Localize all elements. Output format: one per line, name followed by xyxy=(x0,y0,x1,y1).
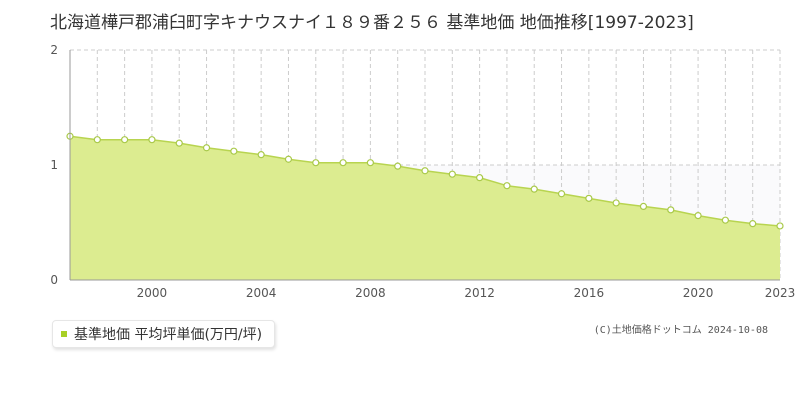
series-area xyxy=(70,136,780,280)
data-point xyxy=(394,162,402,170)
data-point xyxy=(339,159,347,167)
data-point xyxy=(476,174,484,182)
data-point xyxy=(175,139,183,147)
x-tick-label: 2004 xyxy=(246,286,277,300)
data-point xyxy=(312,159,320,167)
x-tick-label: 2012 xyxy=(464,286,495,300)
data-point xyxy=(257,151,265,159)
y-tick-label: 1 xyxy=(50,158,58,172)
data-point xyxy=(694,212,702,220)
data-point xyxy=(639,202,648,210)
credit-text: (C)土地価格ドットコム 2024-10-08 xyxy=(593,325,768,336)
data-point xyxy=(585,194,593,202)
data-point xyxy=(503,182,511,190)
data-point xyxy=(230,147,238,155)
data-point xyxy=(721,216,729,224)
y-tick-label: 0 xyxy=(50,273,58,287)
legend-swatch xyxy=(61,331,67,337)
data-point xyxy=(202,144,211,152)
x-tick-label: 2008 xyxy=(355,286,386,300)
data-point xyxy=(93,136,101,144)
data-point xyxy=(366,159,374,167)
chart-title: 北海道樺戸郡浦臼町字キナウスナイ１８９番２５６ 基準地価 地価推移[1997-2… xyxy=(50,13,694,33)
data-point xyxy=(776,222,784,230)
data-point xyxy=(530,185,538,193)
data-point xyxy=(121,136,129,144)
y-tick-label: 2 xyxy=(50,43,58,57)
data-point xyxy=(557,190,566,198)
data-point xyxy=(284,155,293,163)
legend-label: 基準地価 平均坪単価(万円/坪) xyxy=(74,327,263,343)
x-tick-label: 2000 xyxy=(137,286,168,300)
data-point xyxy=(448,170,456,178)
legend: 基準地価 平均坪単価(万円/坪) xyxy=(52,320,276,348)
data-point xyxy=(749,220,757,228)
data-point xyxy=(667,206,675,214)
x-tick-label: 2020 xyxy=(683,286,714,300)
x-tick-label: 2023 xyxy=(765,286,796,300)
x-tick-label: 2016 xyxy=(574,286,605,300)
data-point xyxy=(148,136,156,144)
data-point xyxy=(612,199,620,207)
data-point xyxy=(421,167,429,175)
